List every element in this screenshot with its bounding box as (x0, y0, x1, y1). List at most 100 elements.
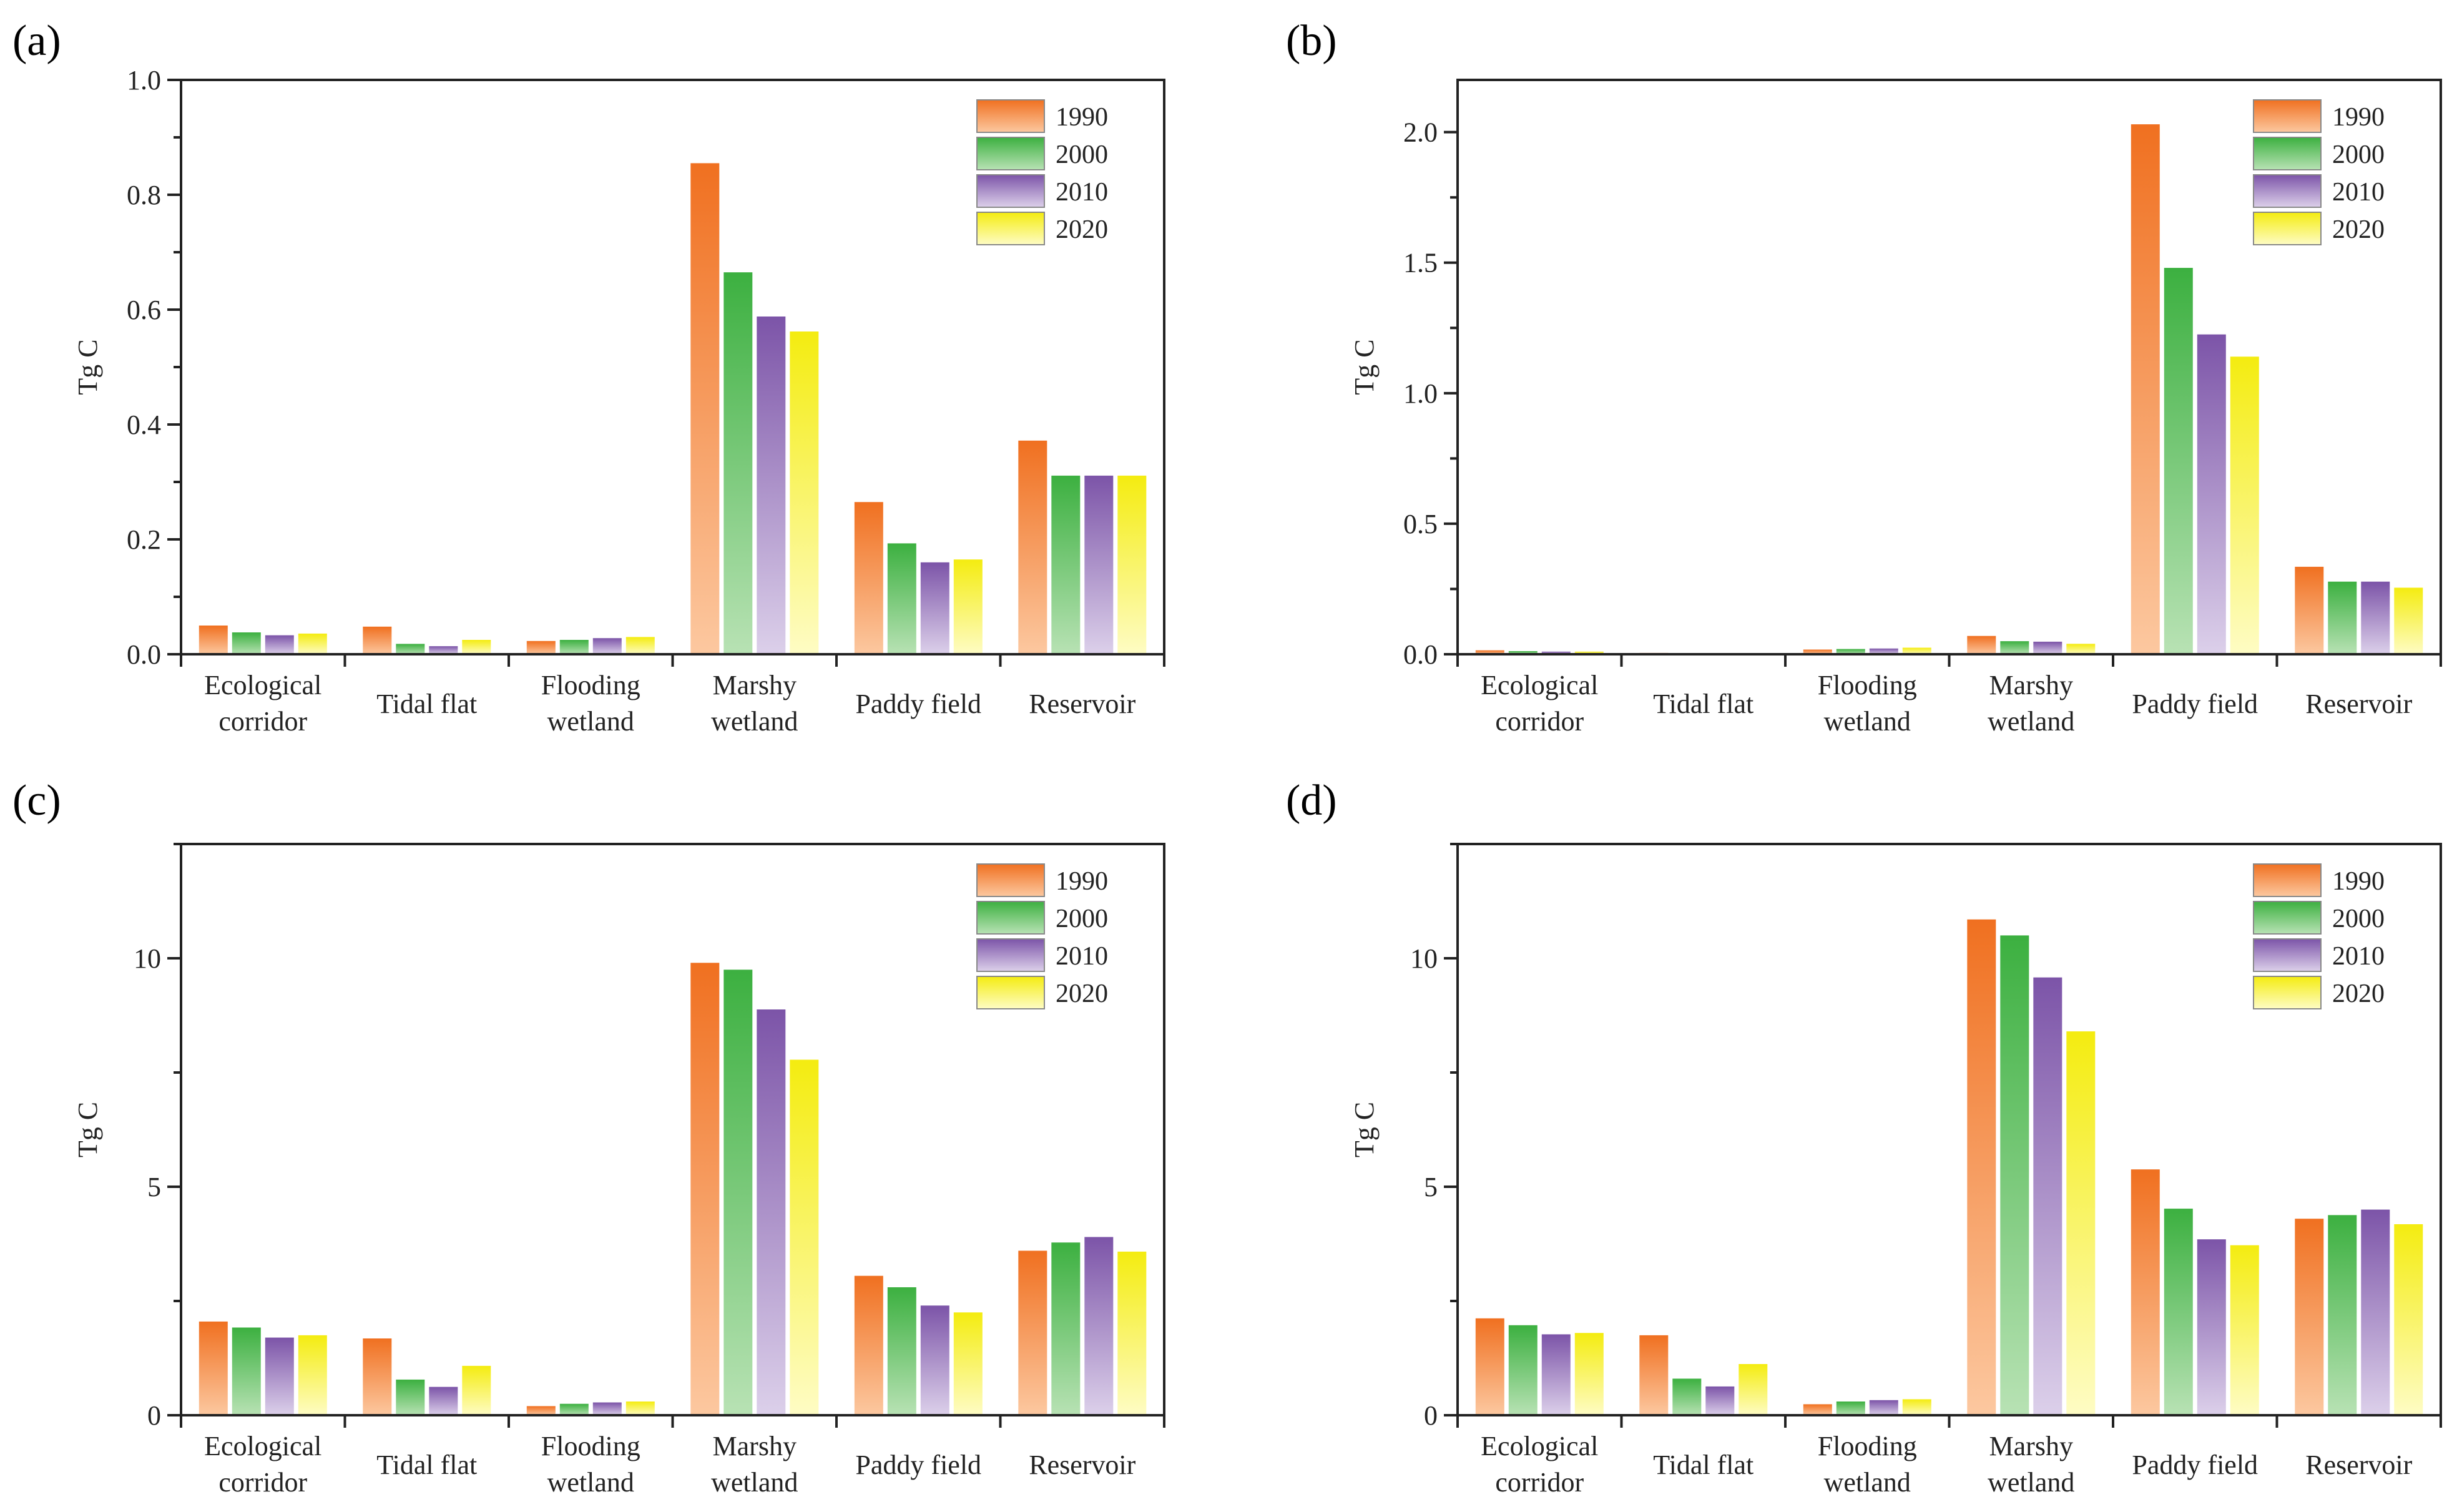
x-tick-label-line: wetland (711, 706, 798, 737)
bar-1990-1 (363, 626, 392, 654)
bar-2010-1 (1705, 1386, 1735, 1415)
panel-1: (b) Tg C 0.0 0.5 1.0 1.5 2.0 Ecological corridor… (1286, 17, 2442, 737)
legend-label: 1990 (2332, 103, 2385, 132)
legend-swatch-2020 (2253, 976, 2322, 1009)
bar-2000-4 (887, 543, 916, 654)
bar-2020-4 (2230, 356, 2259, 654)
bar-1990-0 (199, 626, 228, 654)
bar-2010-4 (920, 562, 949, 654)
bar-2010-1 (429, 1387, 458, 1415)
y-tick-label: 0.8 (127, 180, 161, 210)
bar-2020-5 (2394, 1224, 2423, 1415)
bar-2000-5 (1051, 1242, 1081, 1415)
bar-1990-2 (526, 641, 556, 654)
bar-2000-3 (723, 970, 753, 1415)
legend-label: 1990 (2332, 867, 2385, 896)
legend-swatch-2010 (2253, 174, 2322, 208)
bar-1990-5 (1018, 440, 1047, 654)
bar-2020-0 (298, 633, 327, 654)
x-tick-label: Paddy field (855, 689, 981, 719)
x-tick-label-line: corridor (1495, 1467, 1584, 1498)
bar-1990-5 (2295, 566, 2324, 654)
panel-0: (a) Tg C 0.0 0.2 0.4 0.6 0.8 1.0 Ecological corri… (12, 17, 1165, 737)
x-tick-label-line: wetland (547, 706, 634, 737)
y-tick-label: 5 (147, 1172, 161, 1202)
x-tick-label-line: Flooding (1818, 670, 1917, 700)
x-tick-label-line: Ecological (204, 1431, 321, 1461)
bar-2020-1 (462, 640, 491, 654)
bar-2020-4 (953, 1312, 983, 1415)
legend-swatch-2000 (2253, 137, 2322, 170)
y-tick-label: 5 (1424, 1172, 1438, 1202)
legend-label: 1990 (1056, 103, 1108, 132)
bar-2000-3 (2000, 641, 2029, 654)
bar-2010-0 (265, 1337, 294, 1415)
bar-1990-3 (1967, 636, 1996, 654)
x-tick-label-line: wetland (1988, 706, 2074, 737)
legend-label: 2000 (2332, 905, 2385, 933)
bar-2000-2 (559, 1403, 589, 1415)
y-tick-label: 0.5 (1403, 509, 1438, 539)
x-tick-label-line: Flooding (1818, 1431, 1917, 1461)
x-tick-label-line: wetland (547, 1467, 634, 1498)
bar-2000-0 (232, 1327, 261, 1415)
legend-label: 2010 (1056, 942, 1108, 971)
x-tick-label: Marshy wetland (711, 670, 798, 737)
bar-2000-1 (396, 1379, 425, 1415)
panel-letter: (d) (1286, 777, 1337, 825)
x-tick-label-line: Reservoir (2305, 689, 2412, 719)
x-tick-label-line: corridor (1495, 706, 1584, 737)
bar-2010-1 (429, 646, 458, 654)
bar-2010-2 (592, 638, 622, 654)
legend-swatch-2020 (2253, 212, 2322, 245)
bar-1990-3 (690, 963, 720, 1415)
y-axis-label: Tg C (72, 339, 103, 395)
bar-2000-4 (887, 1287, 916, 1415)
legend-label: 2010 (2332, 178, 2385, 207)
x-tick-label-line: Paddy field (855, 689, 981, 719)
bar-2000-2 (559, 640, 589, 654)
bar-1990-4 (854, 502, 883, 654)
x-tick-label-line: wetland (1988, 1467, 2074, 1498)
legend-swatch-1990 (2253, 99, 2322, 133)
legend-label: 1990 (1056, 867, 1108, 896)
bar-2020-2 (1902, 647, 1931, 654)
bar-1990-4 (2131, 1169, 2160, 1415)
bar-2000-5 (1051, 475, 1081, 654)
bar-1990-1 (363, 1338, 392, 1415)
bar-2010-5 (2361, 1209, 2390, 1415)
x-tick-label: Ecological corridor (204, 670, 321, 737)
bar-2000-1 (1672, 1378, 1702, 1415)
bar-2000-0 (232, 632, 261, 654)
x-tick-label: Tidal flat (1653, 689, 1753, 719)
y-tick-label: 0.4 (127, 410, 161, 440)
panel-2: (c) Tg C 0 5 10 Ecological corridor Tidal flat F… (12, 777, 1165, 1498)
legend-swatch-2000 (976, 137, 1045, 170)
bar-2020-1 (462, 1365, 491, 1415)
x-tick-label: Paddy field (2132, 689, 2258, 719)
bar-2010-5 (1084, 475, 1114, 654)
y-axis-label: Tg C (1349, 1102, 1380, 1157)
bar-1990-1 (1639, 1335, 1669, 1415)
x-tick-label: Flooding wetland (541, 670, 640, 737)
x-tick-label: Marshy wetland (1988, 1431, 2074, 1498)
x-tick-label: Tidal flat (1653, 1450, 1753, 1480)
x-tick-label-line: Marshy (1989, 1431, 2073, 1461)
panel-3: (d) Tg C 0 5 10 Ecological corridor Tidal flat F… (1286, 777, 2442, 1498)
x-tick-label-line: Ecological (1481, 1431, 1598, 1461)
legend-label: 2020 (2332, 215, 2385, 244)
x-tick-label-line: wetland (711, 1467, 798, 1498)
legend-swatch-2010 (2253, 938, 2322, 972)
bar-1990-0 (1475, 650, 1504, 654)
bar-2010-4 (2197, 334, 2226, 654)
legend-label: 2000 (2332, 140, 2385, 169)
bar-2010-3 (2033, 641, 2062, 654)
legend: 1990 2000 2010 2020 (2253, 863, 2385, 1009)
x-tick-label: Ecological corridor (204, 1431, 321, 1498)
y-tick-label: 1.5 (1403, 248, 1438, 278)
legend: 1990 2000 2010 2020 (2253, 99, 2385, 245)
bar-2000-4 (2164, 268, 2193, 655)
bar-2020-4 (953, 559, 983, 654)
y-tick-label: 0.0 (1403, 639, 1438, 670)
